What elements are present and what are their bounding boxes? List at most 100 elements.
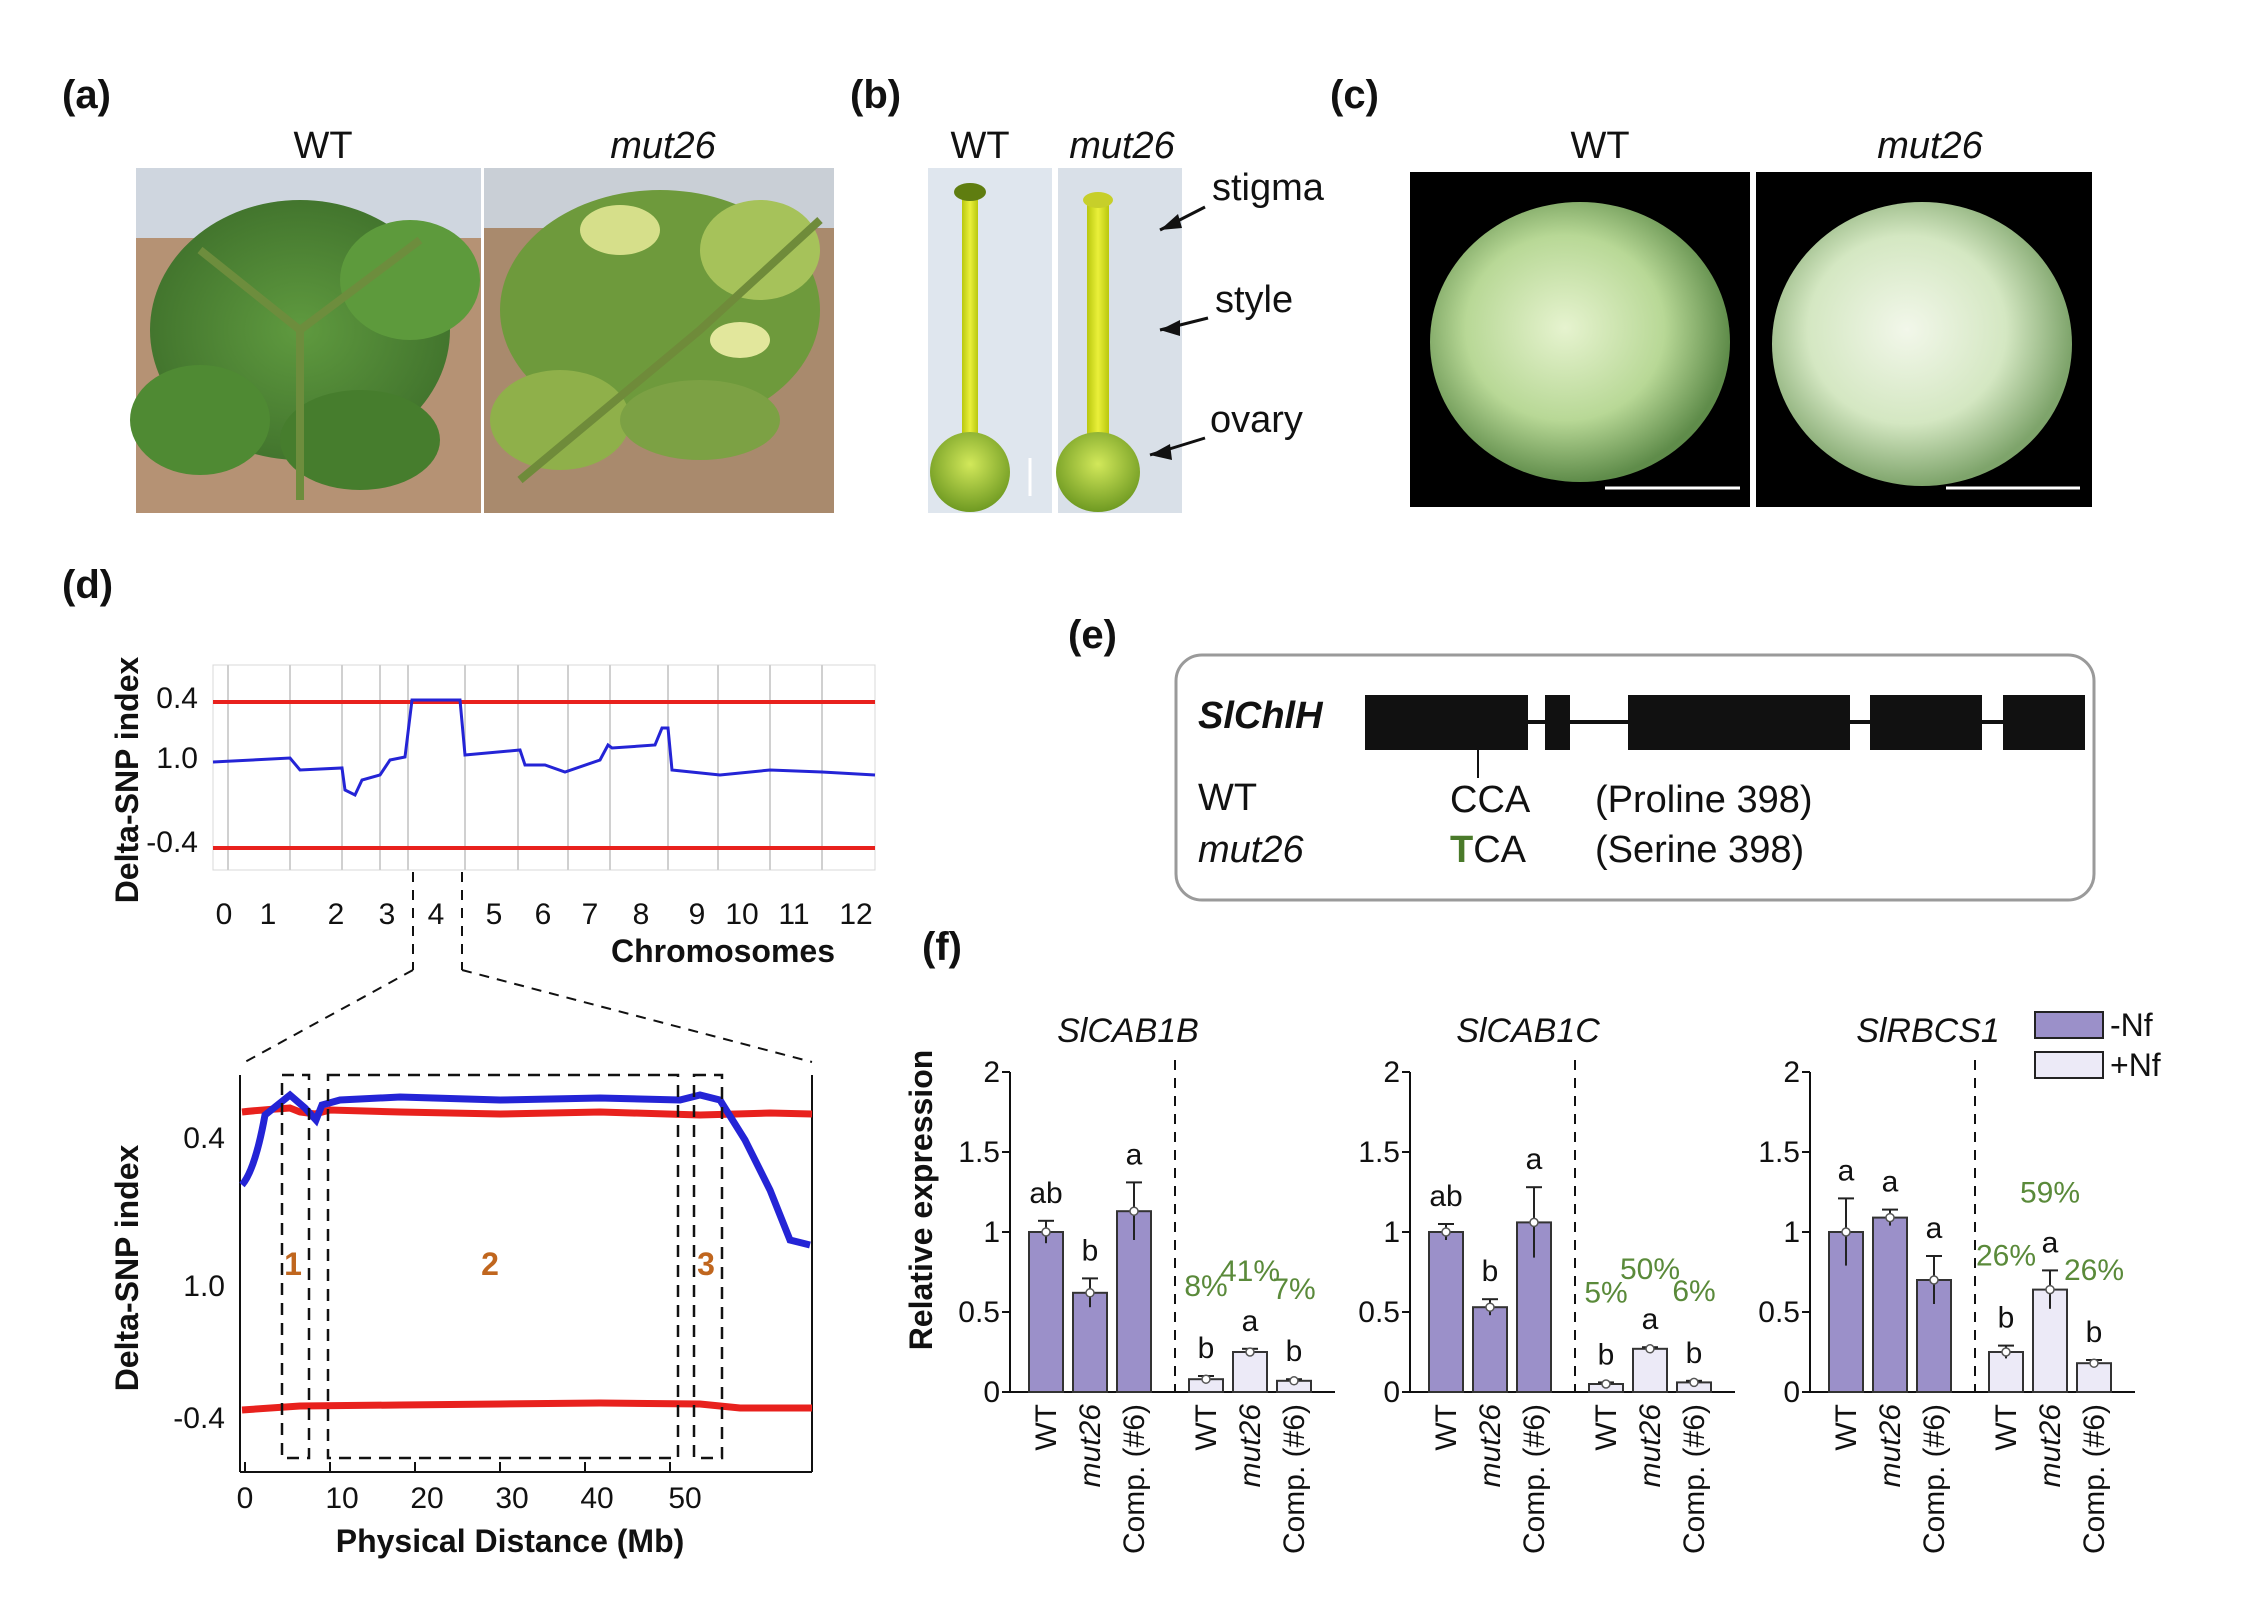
panel-c-wt-label: WT	[1570, 125, 1629, 167]
f-ylabel: Relative expression	[903, 1050, 939, 1351]
slrbcs1-point	[1929, 1275, 1939, 1285]
chrom-label-0: 0	[216, 898, 233, 931]
legend-swatch-plus-nf	[2034, 1051, 2104, 1079]
slcab1b-ytick-label: 0.5	[958, 1296, 1000, 1329]
slcab1b-point	[1245, 1347, 1255, 1357]
d-top-xlabel: Chromosomes	[611, 933, 835, 969]
panel-b-mut26-label: mut26	[1069, 125, 1175, 167]
slcab1b-bar	[1072, 1291, 1108, 1394]
slcab1c-category-label: mut26	[1634, 1404, 1667, 1488]
panel-b-wt-label: WT	[950, 125, 1009, 167]
region-label-2: 2	[481, 1246, 499, 1282]
slcab1b-point	[1201, 1374, 1211, 1384]
slrbcs1-title: SlRBCS1	[1856, 1012, 2000, 1050]
slrbcs1-point	[2089, 1358, 2099, 1368]
slcab1c-percent-label: 5%	[1584, 1276, 1627, 1309]
panel-a-wt-label: WT	[293, 125, 352, 167]
slcab1c-point	[1689, 1377, 1699, 1388]
slrbcs1-bar	[1872, 1216, 1908, 1393]
d-bottom-ytick-04: 0.4	[183, 1122, 225, 1155]
mb-tick-30: 30	[495, 1482, 528, 1515]
mb-tick-0: 0	[237, 1482, 254, 1515]
slcab1b-ytick-label: 1.5	[958, 1136, 1000, 1169]
chrom-label-7: 7	[582, 898, 599, 931]
mut26-genotype: mut26	[1198, 829, 1304, 871]
panel-b-label: (b)	[850, 73, 901, 117]
wt-pistil-photo	[928, 168, 1052, 513]
slcab1c-sig-letter: ab	[1429, 1180, 1462, 1213]
exon-4	[1870, 695, 1982, 750]
d-top-ylabel: Delta-SNP index	[109, 657, 145, 904]
wt-amino-acid: (Proline 398)	[1595, 779, 1813, 821]
slrbcs1-ytick-label: 1	[1783, 1216, 1800, 1249]
slcab1b-bar	[1232, 1351, 1268, 1393]
slcab1b-percent-label: 41%	[1220, 1255, 1280, 1288]
slcab1b-ytick-label: 1	[983, 1216, 1000, 1249]
d-bottom-ylabel: Delta-SNP index	[109, 1145, 145, 1392]
mb-tick-50: 50	[668, 1482, 701, 1515]
slrbcs1-category-label: mut26	[2034, 1404, 2067, 1488]
chrom-label-10: 10	[725, 898, 758, 931]
d-bottom-xticks: 0 10 20 30 40 50	[237, 1482, 702, 1515]
slrbcs1-sig-letter: b	[1998, 1302, 2015, 1335]
exon-5	[2003, 695, 2085, 750]
mut26-fruit-photo	[1756, 172, 2092, 507]
legend-label-plus-nf: +Nf	[2110, 1047, 2161, 1083]
slrbcs1-point	[1841, 1227, 1851, 1237]
chrom-label-3: 3	[379, 898, 396, 931]
d-top-ytick-04: 0.4	[156, 682, 198, 715]
chrom-label-5: 5	[486, 898, 503, 931]
slcab1c-sig-letter: b	[1598, 1338, 1615, 1371]
exon-2	[1545, 695, 1570, 750]
slcab1b-category-label: WT	[1190, 1404, 1223, 1451]
slcab1b-ytick-label: 0	[983, 1376, 1000, 1409]
f-legend: -Nf +Nf	[2034, 1007, 2161, 1083]
mut26-pistil-photo	[1056, 168, 1182, 513]
slcab1c-bar	[1632, 1347, 1668, 1394]
gene-model	[1365, 695, 2085, 778]
slcab1c-ytick-label: 1	[1383, 1216, 1400, 1249]
slrbcs1-ytick-label: 1.5	[1758, 1136, 1800, 1169]
panel-f: (f) Relative expression SlCAB1B 0 0.5 1 1.5 2…	[903, 925, 2161, 1554]
slrbcs1-sig-letter: a	[1838, 1154, 1855, 1187]
slcab1b-sig-letter: b	[1286, 1335, 1303, 1368]
chrom-label-9: 9	[689, 898, 706, 931]
exon-3	[1628, 695, 1850, 750]
style-label: style	[1215, 279, 1293, 321]
slcab1c-category-label: mut26	[1474, 1404, 1507, 1488]
slcab1b-sig-letter: b	[1082, 1234, 1099, 1267]
slrbcs1-category-label: WT	[1990, 1404, 2023, 1451]
slcab1c-sig-letter: b	[1482, 1255, 1499, 1288]
slcab1b-category-label: Comp. (#6)	[1118, 1404, 1151, 1554]
slcab1c-point	[1601, 1379, 1611, 1389]
slcab1c-category-label: WT	[1590, 1404, 1623, 1451]
region-label-3: 3	[697, 1246, 715, 1282]
slcab1c-category-label: Comp. (#6)	[1518, 1404, 1551, 1554]
slcab1c-point	[1645, 1344, 1655, 1354]
slcab1c-sig-letter: b	[1686, 1337, 1703, 1370]
panel-a-label: (a)	[62, 73, 111, 117]
d-top-plot	[212, 664, 876, 871]
legend-swatch-minus-nf	[2034, 1011, 2104, 1039]
chrom-label-4: 4	[428, 898, 445, 931]
panel-c-label: (c)	[1330, 73, 1379, 117]
slcab1b-sig-letter: a	[1242, 1305, 1259, 1338]
chrom-label-12: 12	[839, 898, 872, 931]
chrom-label-2: 2	[328, 898, 345, 931]
wt-plant-photo	[130, 168, 481, 513]
slcab1b-category-label: Comp. (#6)	[1278, 1404, 1311, 1554]
slrbcs1-category-label: mut26	[1874, 1404, 1907, 1488]
slrbcs1-ytick-label: 2	[1783, 1056, 1800, 1089]
d-top-ytick-10: 1.0	[156, 742, 198, 775]
slrbcs1-ytick-label: 0	[1783, 1376, 1800, 1409]
panel-a: (a) WT mut26	[62, 73, 834, 513]
slrbcs1-percent-label: 26%	[2064, 1254, 2124, 1287]
panel-e: (e) SlChlH WT mut26 CCA TCA (Proline 398…	[1068, 613, 2096, 902]
wt-fruit-photo	[1410, 172, 1750, 507]
panel-d: (d) Delta-SNP index 0.4 1.0 -0.4	[62, 563, 876, 1559]
slcab1b-category-label: mut26	[1234, 1404, 1267, 1488]
mut26-amino-acid: (Serine 398)	[1595, 829, 1804, 871]
slcab1b-sig-letter: a	[1126, 1138, 1143, 1171]
panel-a-mut26-label: mut26	[610, 125, 716, 167]
